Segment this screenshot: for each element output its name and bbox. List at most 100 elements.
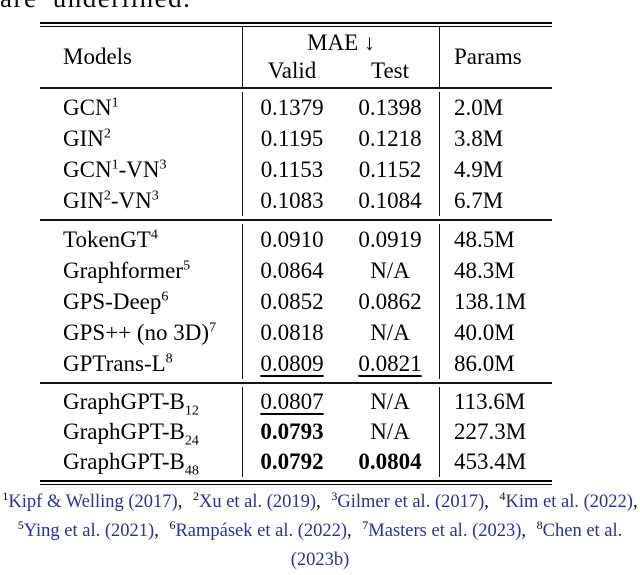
test-value: N/A [370, 389, 410, 414]
test-value: 0.1084 [358, 187, 422, 213]
params-value: 40.0M [454, 319, 515, 345]
citation-link[interactable]: Xu et al. (2019) [198, 492, 317, 512]
citation-link[interactable]: Masters et al. (2023) [368, 521, 522, 541]
params-value: 453.4M [454, 449, 527, 474]
caption-fragment: are underlined. [0, 0, 640, 12]
model-name: GPS-Deep6 [63, 288, 169, 314]
test-value: 0.0862 [358, 288, 422, 314]
table-row: GPS++ (no 3D)7 0.0818 N/A 40.0M [40, 317, 552, 348]
params-value: 113.6M [454, 389, 526, 414]
footnote-marker: 5 [17, 517, 24, 532]
table-row: GraphGPT-B24 0.0793 N/A 227.3M [40, 417, 552, 448]
column-header-params: Params [454, 44, 522, 69]
column-header-mae: MAE ↓ [307, 30, 375, 55]
model-name: GIN2-VN3 [63, 187, 159, 213]
test-value: 0.1152 [358, 156, 422, 182]
mid-rule [40, 382, 552, 384]
table-row: GCN1 0.1379 0.1398 2.0M [40, 92, 552, 123]
separator: , [521, 521, 527, 541]
table-row: GIN2 0.1195 0.1218 3.8M [40, 123, 552, 154]
separator: , [316, 492, 321, 512]
down-arrow-icon: ↓ [363, 30, 375, 55]
valid-value: 0.1379 [260, 94, 324, 120]
test-value: 0.1398 [358, 94, 422, 120]
footnote-marker: 2 [192, 488, 199, 503]
footnotes: 1Kipf & Welling (2017), 2Xu et al. (2019… [0, 488, 640, 575]
model-name: GCN1-VN3 [63, 156, 167, 182]
model-name: Graphformer5 [63, 257, 191, 283]
results-table: Models MAE ↓ Valid Test Params GCN1 0.13… [40, 22, 552, 485]
test-value: 0.0804 [358, 449, 422, 474]
valid-value: 0.0809 [260, 350, 324, 376]
valid-value: 0.1153 [260, 156, 324, 182]
table-row: Graphformer5 0.0864 N/A 48.3M [40, 255, 552, 286]
valid-value: 0.1195 [260, 125, 324, 151]
params-value: 48.3M [454, 257, 515, 283]
test-value: 0.0821 [358, 350, 422, 376]
table-row: GraphGPT-B48 0.0792 0.0804 453.4M [40, 447, 552, 479]
valid-value: 0.1083 [260, 187, 324, 213]
caption-fragment-text: are underlined. [0, 0, 191, 12]
separator: , [154, 521, 159, 541]
test-value: N/A [370, 419, 410, 444]
table-row: GraphGPT-B12 0.0807 N/A 113.6M [40, 387, 552, 418]
footnote-marker: 6 [169, 517, 176, 532]
model-name: GraphGPT-B48 [63, 449, 199, 479]
params-value: 3.8M [454, 125, 504, 151]
citation-link[interactable]: Chen et al. [542, 521, 623, 541]
test-value: 0.1218 [358, 125, 422, 151]
footnote-marker: 8 [536, 517, 543, 532]
valid-value: 0.0852 [260, 288, 324, 314]
header-rule [40, 87, 552, 89]
footnote-marker: 7 [362, 517, 369, 532]
valid-value: 0.0792 [260, 449, 324, 474]
column-header-valid: Valid [267, 58, 317, 83]
footnote-marker: 4 [499, 488, 506, 503]
citation-link[interactable]: Gilmer et al. (2017) [337, 492, 485, 512]
bottom-rule [40, 480, 552, 485]
valid-value: 0.0864 [260, 257, 324, 283]
table-row: TokenGT4 0.0910 0.0919 48.5M [40, 224, 552, 255]
model-name: GPS++ (no 3D)7 [63, 319, 217, 345]
table-row: GPTrans-L8 0.0809 0.0821 86.0M [40, 348, 552, 379]
table-group-graphgpt: GraphGPT-B12 0.0807 N/A 113.6M GraphGPT-… [40, 384, 552, 480]
params-value: 138.1M [454, 288, 527, 314]
separator: , [347, 521, 352, 541]
table-row: GIN2-VN3 0.1083 0.1084 6.7M [40, 185, 552, 216]
valid-value: 0.0910 [260, 226, 324, 252]
params-value: 4.9M [454, 156, 504, 182]
table-group-baselines: GCN1 0.1379 0.1398 2.0M GIN2 0.1195 0.12… [40, 89, 552, 219]
valid-value: 0.0818 [260, 319, 324, 345]
test-value: N/A [370, 319, 410, 345]
test-value: N/A [370, 257, 410, 283]
test-value: 0.0919 [358, 226, 422, 252]
params-value: 48.5M [454, 226, 515, 252]
table-row: GCN1-VN3 0.1153 0.1152 4.9M [40, 154, 552, 185]
params-value: 227.3M [454, 419, 527, 444]
column-header-test: Test [371, 58, 409, 83]
citation-link[interactable]: Kipf & Welling (2017) [8, 492, 178, 512]
table-row: GPS-Deep6 0.0852 0.0862 138.1M [40, 286, 552, 317]
separator: , [177, 492, 183, 512]
column-header-models: Models [63, 44, 132, 69]
mid-rule [40, 219, 552, 221]
model-name: GIN2 [63, 125, 111, 151]
top-rule [40, 22, 552, 27]
separator: , [632, 492, 638, 512]
model-name: GCN1 [63, 94, 119, 120]
table-header: Models MAE ↓ Valid Test Params [40, 27, 552, 87]
valid-value: 0.0793 [260, 419, 324, 444]
footnote-marker: 1 [2, 488, 9, 503]
model-name: TokenGT4 [63, 226, 158, 252]
citation-link[interactable]: Rampásek et al. (2022) [175, 521, 348, 541]
citation-link[interactable]: (2023b) [290, 550, 350, 570]
footnote-marker: 3 [331, 488, 338, 503]
citation-link[interactable]: Ying et al. (2021) [23, 521, 155, 541]
citation-link[interactable]: Kim et al. (2022) [505, 492, 633, 512]
table-group-transformers: TokenGT4 0.0910 0.0919 48.5M Graphformer… [40, 221, 552, 382]
footnote-line: 5Ying et al. (2021), 6Rampásek et al. (2… [0, 517, 640, 546]
params-value: 6.7M [454, 187, 504, 213]
params-value: 86.0M [454, 350, 515, 376]
footnote-line: (2023b) [0, 546, 640, 575]
model-name: GPTrans-L8 [63, 350, 173, 376]
